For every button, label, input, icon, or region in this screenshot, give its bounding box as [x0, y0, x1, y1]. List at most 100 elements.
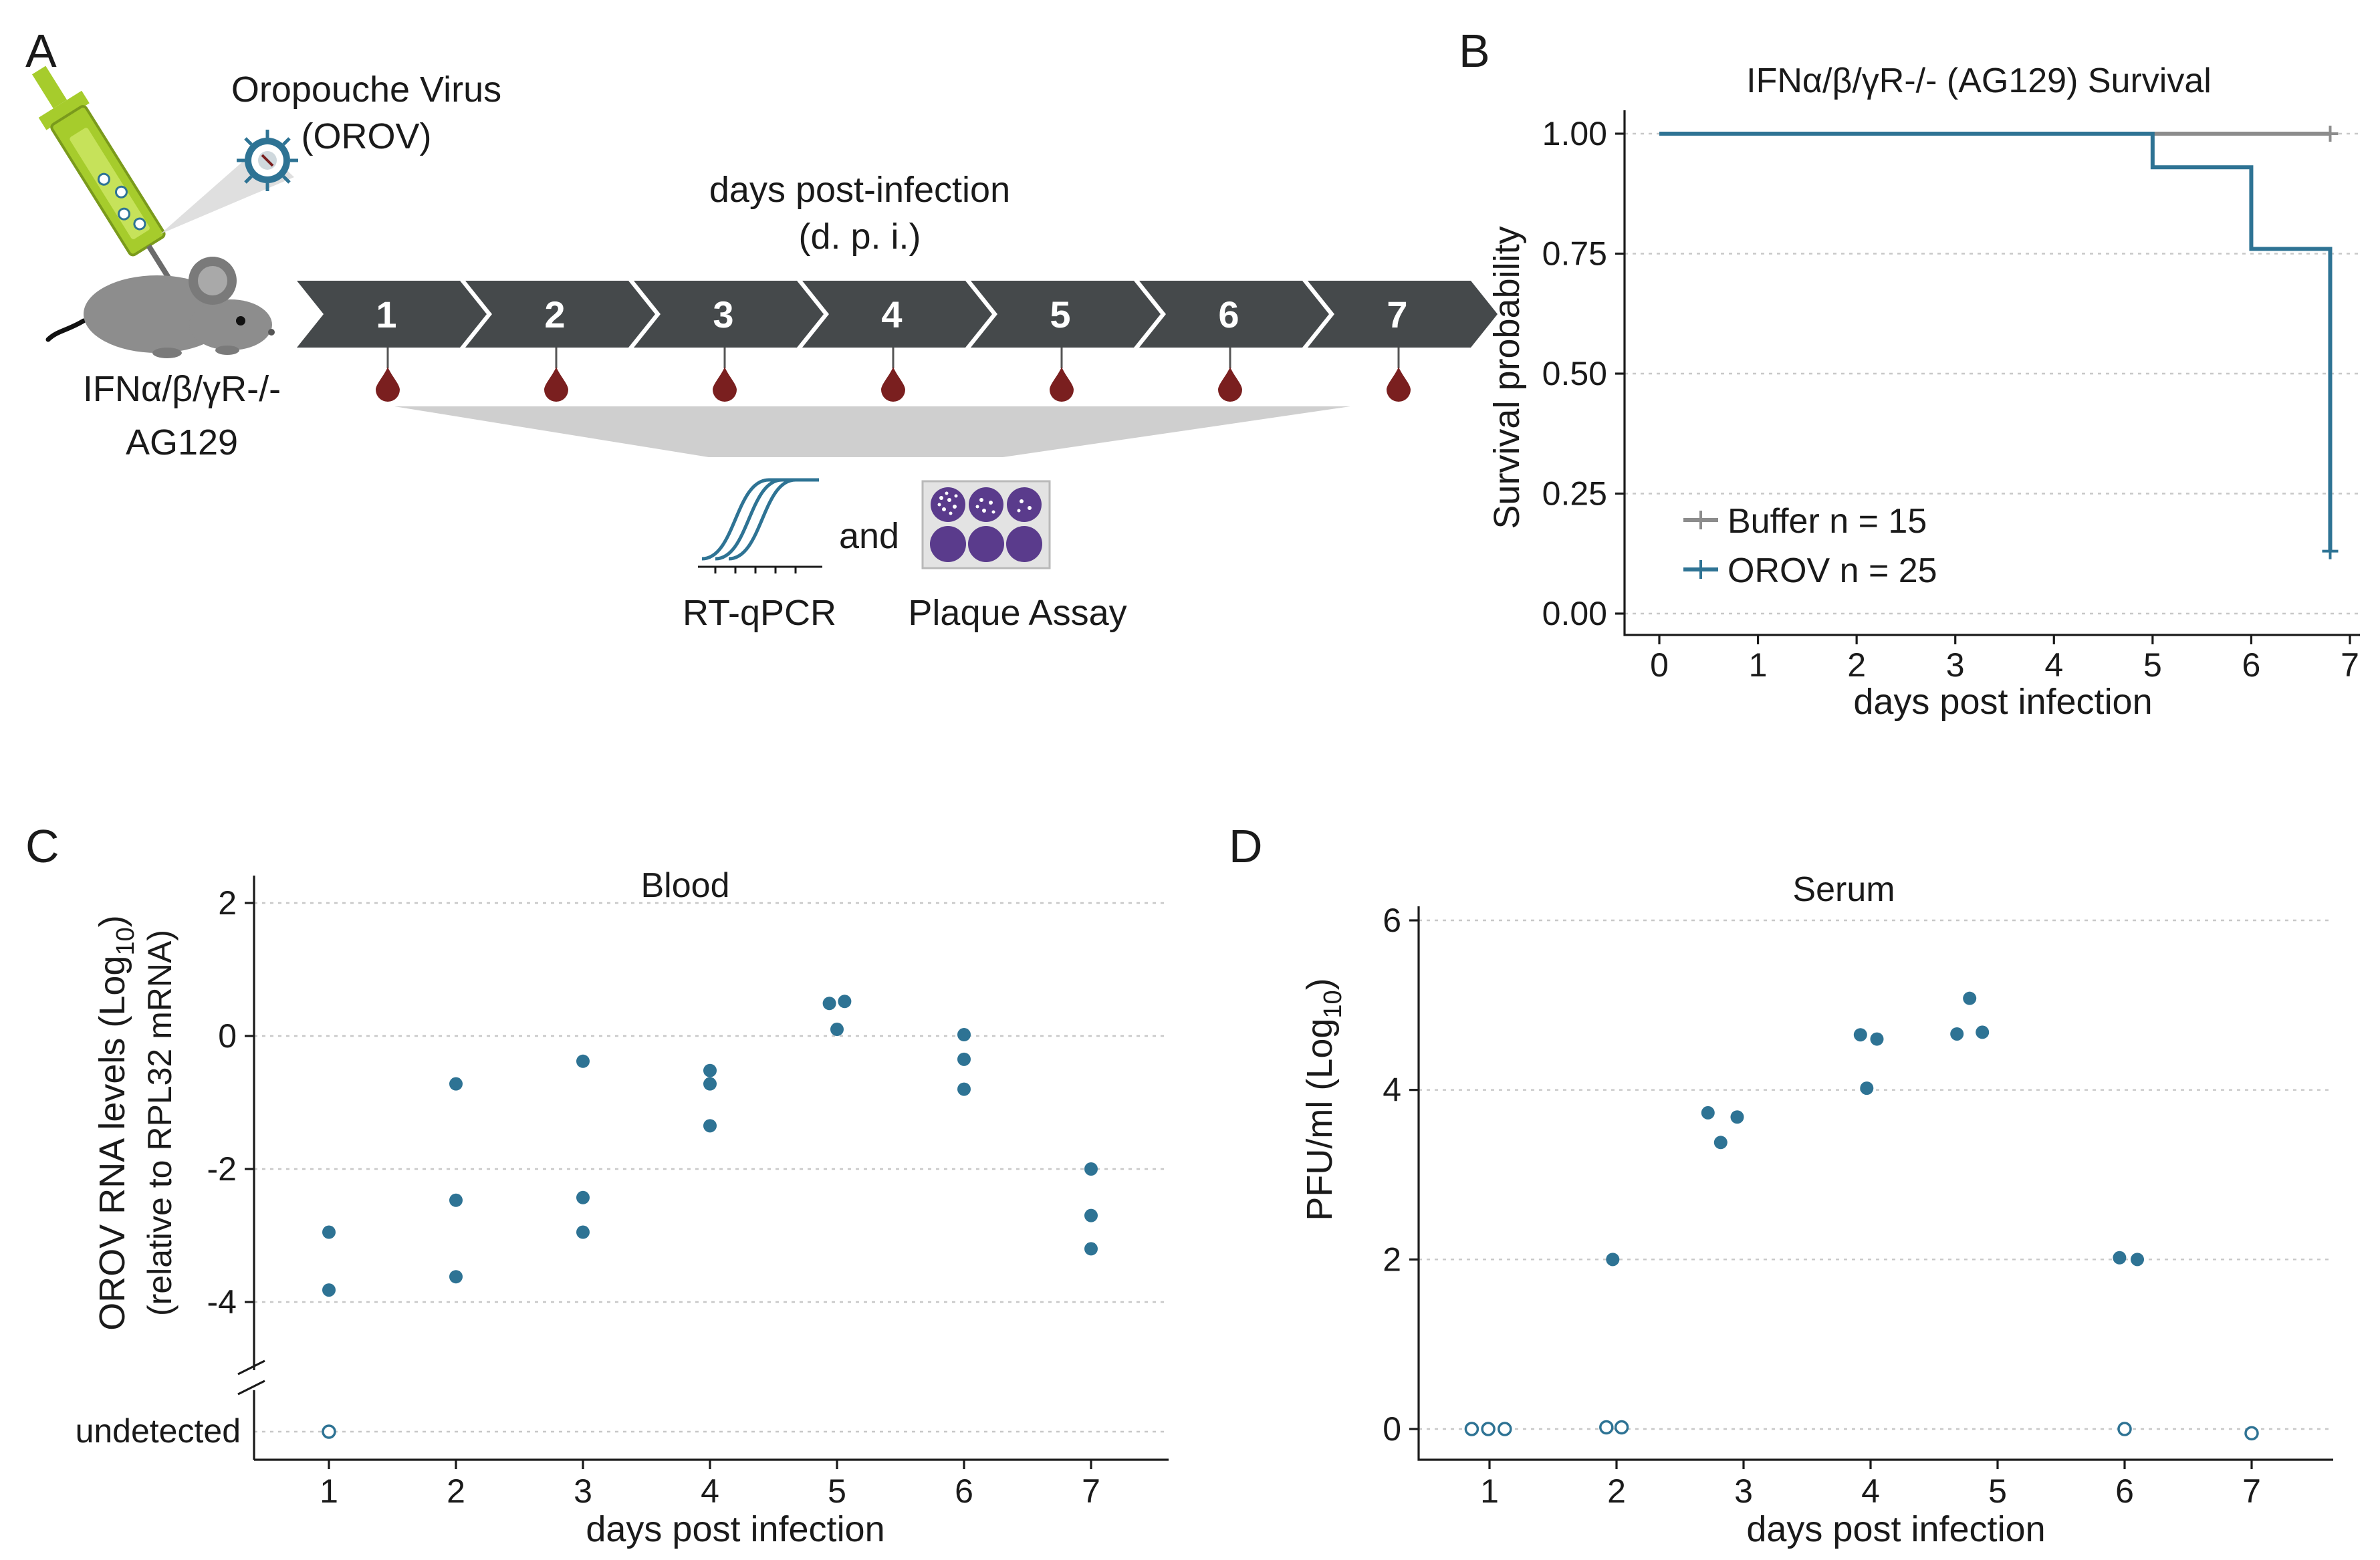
chart-b-xtick-label: 3 — [1946, 646, 1965, 684]
mouse-icon — [45, 257, 275, 358]
serum-undetected-point — [2117, 1422, 2132, 1436]
axis-break-mark — [237, 1380, 265, 1396]
sampling-funnel — [394, 406, 1350, 457]
panel-a: A Oropouche — [25, 25, 1498, 633]
chevron-day-1 — [297, 281, 487, 348]
chart-b-ytick-label: 1.00 — [1542, 115, 1607, 152]
chevron-day-4 — [802, 281, 992, 348]
chevron-day-6 — [1139, 281, 1329, 348]
blood-drop-icon — [881, 367, 905, 402]
chart-c-ylabel: OROV RNA levels (Log10) — [92, 915, 140, 1330]
chart-b-title: IFNα/β/γR-/- (AG129) Survival — [1746, 61, 2212, 100]
blood-drop-icon — [1218, 367, 1242, 402]
chart-b-ytick-label: 0.75 — [1542, 235, 1607, 273]
rtqpcr-label: RT-qPCR — [683, 593, 836, 633]
serum-undetected-point — [2244, 1426, 2259, 1441]
chevron-label-day-5: 5 — [1050, 293, 1070, 336]
blood-data-point — [449, 1193, 463, 1207]
serum-undetected-point — [1599, 1420, 1614, 1435]
serum-data-point — [1950, 1027, 1964, 1041]
chart-c-xtick-label: 3 — [574, 1472, 592, 1510]
virus-icon — [237, 130, 298, 191]
chart-d-ytick-label: 6 — [1383, 902, 1401, 939]
mouse-strain: IFNα/β/γR-/- — [83, 369, 281, 409]
chart-b-xtick-label: 5 — [2143, 646, 2162, 684]
blood-data-point — [703, 1063, 717, 1077]
orov-survival-line — [1659, 132, 2333, 551]
blood-data-point — [449, 1077, 463, 1091]
blood-drop-icon — [1387, 367, 1411, 402]
chart-b-xtick-label: 2 — [1847, 646, 1866, 684]
chart-c-xtick-label: 5 — [828, 1472, 846, 1510]
chart-d-xtick-label: 3 — [1734, 1472, 1753, 1510]
chart-d-ytick-label: 2 — [1383, 1241, 1401, 1278]
chart-d-ylabel: PFU/ml (Log10) — [1300, 978, 1347, 1220]
panel-b: B IFNα/β/γR-/- (AG129) Survival 0.00 0.25… — [1459, 25, 2360, 722]
chart-d-ylabel-sub: 10 — [1319, 990, 1347, 1018]
blood-data-point — [576, 1054, 590, 1068]
chevron-day-3 — [634, 281, 824, 348]
chart-b-xtick-label: 0 — [1650, 646, 1669, 684]
serum-data-point — [1976, 1025, 1990, 1039]
blood-data-point — [576, 1190, 590, 1204]
chart-d-ytick-label: 0 — [1383, 1410, 1401, 1448]
chart-d-title: Serum — [1792, 870, 1895, 909]
blood-data-point — [957, 1028, 971, 1042]
timeline-chevrons: 1 2 3 4 5 6 7 — [297, 281, 1498, 348]
blood-data-point — [1084, 1242, 1098, 1256]
blood-drop-icon — [713, 367, 737, 402]
chart-b-xtick-label: 1 — [1749, 646, 1768, 684]
chart-b-ylabel: Survival probability — [1487, 226, 1527, 529]
serum-data-point — [1701, 1106, 1715, 1120]
chart-b-xlabel: days post infection — [1853, 682, 2152, 722]
blood-undetected-point — [322, 1424, 336, 1439]
chart-d-plot: 0 2 4 6 1 2 3 4 5 6 7 — [1383, 902, 2333, 1510]
serum-data-point — [1730, 1110, 1744, 1124]
chart-c-xtick-label: 1 — [320, 1472, 338, 1510]
serum-undetected-point — [1481, 1422, 1496, 1436]
serum-data-point — [2131, 1253, 2144, 1267]
serum-undetected-point — [1614, 1420, 1629, 1435]
panel-b-letter: B — [1459, 25, 1490, 77]
chart-d-ylabel-main: PFU/ml (Log — [1300, 1019, 1340, 1221]
blood-data-point — [822, 997, 836, 1011]
chart-c-ytick-label: 0 — [218, 1017, 237, 1055]
blood-data-point — [957, 1052, 971, 1066]
chart-c-xtick-label: 4 — [701, 1472, 719, 1510]
blood-drop-icon — [376, 367, 400, 402]
chart-b-legend: Buffer n = 15 OROV n = 25 — [1683, 502, 1937, 590]
axis-break-mark — [237, 1359, 265, 1376]
plaque-plate-icon — [921, 480, 1051, 569]
chart-c-ylabel-main: OROV RNA levels (Log — [92, 956, 132, 1331]
chart-c-ylabel-2: (relative to RPL32 mRNA) — [141, 930, 178, 1316]
chart-d-xtick-label: 5 — [1988, 1472, 2007, 1510]
dpi-abbrev: (d. p. i.) — [798, 217, 921, 257]
chevron-label-day-4: 4 — [881, 293, 902, 336]
blood-drop-icon — [544, 367, 568, 402]
chevron-day-2 — [465, 281, 655, 348]
blood-data-point — [1084, 1162, 1098, 1176]
chart-d-ytick-label: 4 — [1383, 1071, 1401, 1109]
chart-d-xtick-label: 6 — [2115, 1472, 2134, 1510]
chart-c-plot: 2 0 -2 -4 undetected 1 2 3 4 5 6 7 — [76, 876, 1169, 1510]
mouse-strain-name: AG129 — [126, 422, 238, 463]
chart-d-xtick-label: 7 — [2242, 1472, 2261, 1510]
chart-d-xtick-label: 1 — [1480, 1472, 1499, 1510]
legend-orov-label: OROV n = 25 — [1728, 551, 1937, 590]
chevron-label-day-1: 1 — [376, 293, 396, 336]
chevron-day-5 — [971, 281, 1161, 348]
blood-data-point — [322, 1283, 336, 1297]
chart-b-plot: 0.00 0.25 0.50 0.75 1.00 0 1 2 3 4 5 6 7 — [1542, 110, 2360, 684]
chart-b-ytick-label: 0.50 — [1542, 355, 1607, 392]
chart-d-xtick-label: 4 — [1861, 1472, 1880, 1510]
chevron-label-day-7: 7 — [1387, 293, 1407, 336]
virus-name: Oropouche Virus — [231, 70, 501, 110]
chart-c-ylabel-close: ) — [92, 915, 132, 927]
and-label: and — [839, 516, 899, 556]
panel-c: C Blood 2 0 -2 -4 undetected 1 2 3 4 5 6 7 days pos… — [25, 820, 1169, 1549]
blood-sampling-drops — [376, 348, 1411, 402]
blood-data-point — [703, 1077, 717, 1091]
blood-data-point — [449, 1270, 463, 1284]
serum-undetected-point — [1464, 1422, 1479, 1436]
